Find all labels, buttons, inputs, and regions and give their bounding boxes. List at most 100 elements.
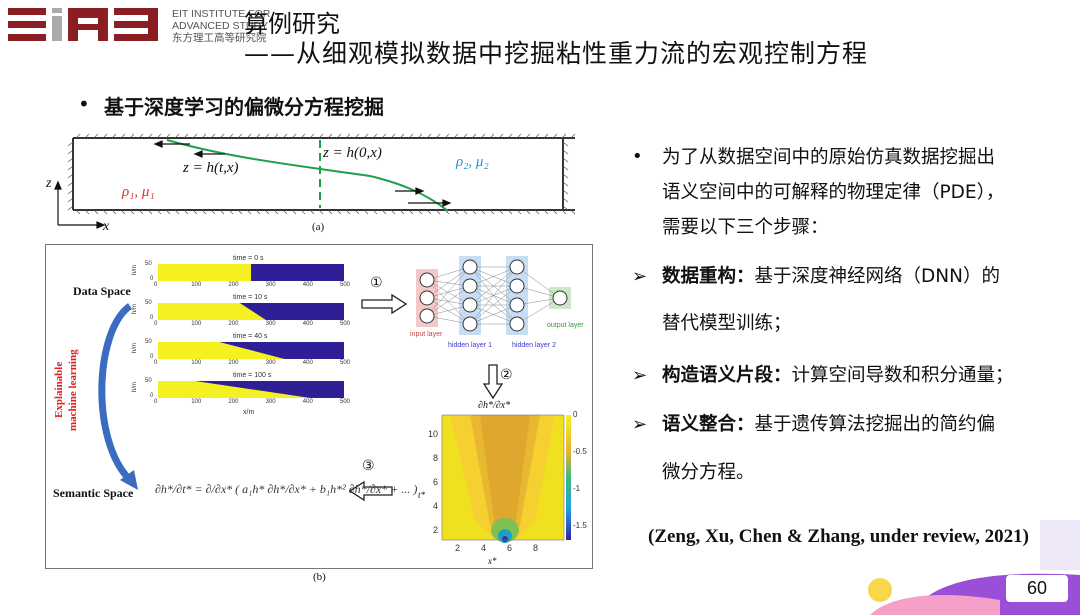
xtick: 400	[302, 360, 313, 366]
neuron	[419, 290, 435, 306]
contour-xtick: 2	[455, 543, 461, 553]
bullet-icon: •	[78, 92, 90, 116]
nn-hidden2-label: hidden layer 2	[512, 342, 556, 349]
snapshot-ylabel: h/m	[132, 303, 139, 315]
neuron	[462, 316, 478, 332]
xtick: 100	[191, 360, 202, 366]
colorbar-tick: 0	[573, 410, 578, 419]
label-h-0-x: z = h(0,x)	[323, 145, 382, 161]
ytick: 50	[145, 378, 152, 384]
contour-xtick: 6	[507, 543, 513, 553]
xtick: 100	[191, 321, 202, 327]
neuron	[509, 316, 525, 332]
neuron	[419, 308, 435, 324]
nn-output-label: output layer	[547, 322, 584, 329]
contour-ytick: 6	[433, 477, 439, 487]
xtick: 100	[191, 399, 202, 405]
snapshot-title: time = 0 s	[233, 255, 264, 262]
neuron	[509, 259, 525, 275]
ytick: 0	[150, 315, 154, 321]
neuron	[552, 290, 568, 306]
xtick: 0	[154, 321, 158, 327]
ytick: 0	[150, 276, 154, 282]
neuron	[462, 278, 478, 294]
intro-line-2: 语义空间中的可解释的物理定律（PDE），	[662, 182, 1005, 203]
contour-ytick: 10	[428, 429, 439, 439]
step-1-label: ①	[370, 275, 383, 291]
step-1-cont: 替代模型训练；	[662, 313, 792, 334]
xtick: 300	[265, 321, 276, 327]
snapshot-ylabel: h/m	[132, 342, 139, 354]
contour-ytick: 2	[433, 525, 439, 535]
xtick: 200	[228, 282, 239, 288]
arrow-bullet-icon: ➢	[632, 365, 648, 386]
contour-xtick: 8	[533, 543, 539, 553]
xtick: 300	[265, 399, 276, 405]
ytick: 0	[150, 393, 154, 399]
pde-equation: ∂h*/∂t* = ∂/∂x* ( a₁h* ∂h*/∂x* + b₁h*² ∂…	[155, 482, 418, 496]
xtick: 300	[265, 282, 276, 288]
snapshot-plot	[158, 303, 344, 320]
contour-xlabel: x*	[488, 556, 497, 566]
curved-arrow-icon	[98, 303, 138, 490]
label-h-t-x: z = h(t,x)	[183, 160, 239, 176]
ytick: 50	[145, 339, 152, 345]
xtick: 400	[302, 399, 313, 405]
neuron	[462, 297, 478, 313]
xtick: 0	[154, 360, 158, 366]
xtick: 100	[191, 282, 202, 288]
logo	[8, 8, 168, 42]
contour-xtick: 4	[481, 543, 487, 553]
snapshot-title: time = 10 s	[233, 294, 268, 301]
nn-input-label: input layer	[410, 331, 443, 338]
ytick: 50	[145, 300, 152, 306]
axis-z-label: z	[46, 176, 52, 191]
step-3-text: 语义整合：基于遗传算法挖掘出的简约偏	[662, 414, 996, 435]
snapshot-xlabel: x/m	[243, 409, 255, 416]
axis-x-label: x	[103, 219, 110, 234]
bullet-icon: •	[632, 146, 643, 167]
label-fluid-2: ρ₂, μ₂	[456, 154, 489, 170]
figure-b	[45, 244, 593, 569]
step-1-text: 数据重构：基于深度神经网络（DNN）的	[662, 266, 1000, 287]
neuron	[462, 259, 478, 275]
slide-title: 算例研究	[244, 10, 340, 38]
logo-text-1: EIT INSTITUTE FOR	[172, 8, 271, 20]
xtick: 300	[265, 360, 276, 366]
step-2-label: ②	[500, 367, 513, 383]
ytick: 50	[145, 261, 152, 267]
page-number: 60	[1006, 575, 1068, 602]
snapshot-ylabel: h/m	[132, 381, 139, 393]
semantic-space-label: Semantic Space	[53, 486, 134, 500]
neural-network-diagram	[416, 256, 571, 335]
ytick: 0	[150, 354, 154, 360]
snapshot-ylabel: h/m	[132, 264, 139, 276]
figure-a-caption: (a)	[312, 221, 325, 233]
contour-title: ∂h*/∂x*	[478, 400, 511, 411]
logo-text-2: ADVANCED STUDY	[172, 20, 269, 32]
slide-subtitle: ——从细观模拟数据中挖掘粘性重力流的宏观控制方程	[244, 39, 869, 68]
snapshot-plot	[158, 342, 344, 359]
snapshot-plot	[158, 381, 344, 398]
xtick: 500	[340, 360, 351, 366]
intro-line-3: 需要以下三个步骤：	[662, 217, 829, 238]
arrow-bullet-icon: ➢	[632, 266, 648, 287]
xtick: 0	[154, 399, 158, 405]
interface-curve	[166, 139, 449, 212]
xtick: 200	[228, 399, 239, 405]
colorbar-tick: -1	[573, 484, 581, 493]
neuron	[509, 297, 525, 313]
xtick: 500	[340, 282, 351, 288]
figure-b-caption: (b)	[313, 571, 326, 583]
step-3-label: ③	[362, 458, 375, 474]
colorbar-tick: -0.5	[573, 447, 587, 456]
xtick: 500	[340, 321, 351, 327]
citation: (Zeng, Xu, Chen & Zhang, under review, 2…	[648, 526, 1029, 547]
nn-hidden1-label: hidden layer 1	[448, 342, 492, 349]
xtick: 200	[228, 321, 239, 327]
snapshot-title: time = 100 s	[233, 372, 272, 379]
xtick: 400	[302, 282, 313, 288]
neuron	[509, 278, 525, 294]
contour-ylabel: t*	[418, 490, 426, 500]
colorbar-tick: -1.5	[573, 521, 587, 530]
